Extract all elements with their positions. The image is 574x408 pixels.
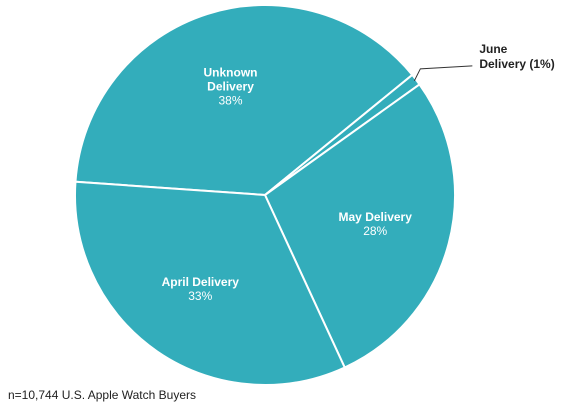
sample-size-footnote: n=10,744 U.S. Apple Watch Buyers	[8, 388, 196, 402]
slice-label-may-delivery: May Delivery 28%	[339, 210, 413, 238]
slice-april-delivery	[74, 180, 347, 386]
slice-unknown-delivery	[74, 4, 414, 197]
slice-label-unknown-delivery: Unknown Delivery 38%	[204, 65, 258, 107]
pie-labels: Unknown Delivery 38% June Delivery (1%) May D…	[162, 42, 555, 303]
slice-label-april-delivery: April Delivery 33%	[162, 275, 240, 303]
pie-slices	[74, 4, 456, 386]
callout-line-june-delivery	[413, 65, 473, 82]
callout-label-june-delivery: June Delivery (1%)	[479, 42, 554, 71]
